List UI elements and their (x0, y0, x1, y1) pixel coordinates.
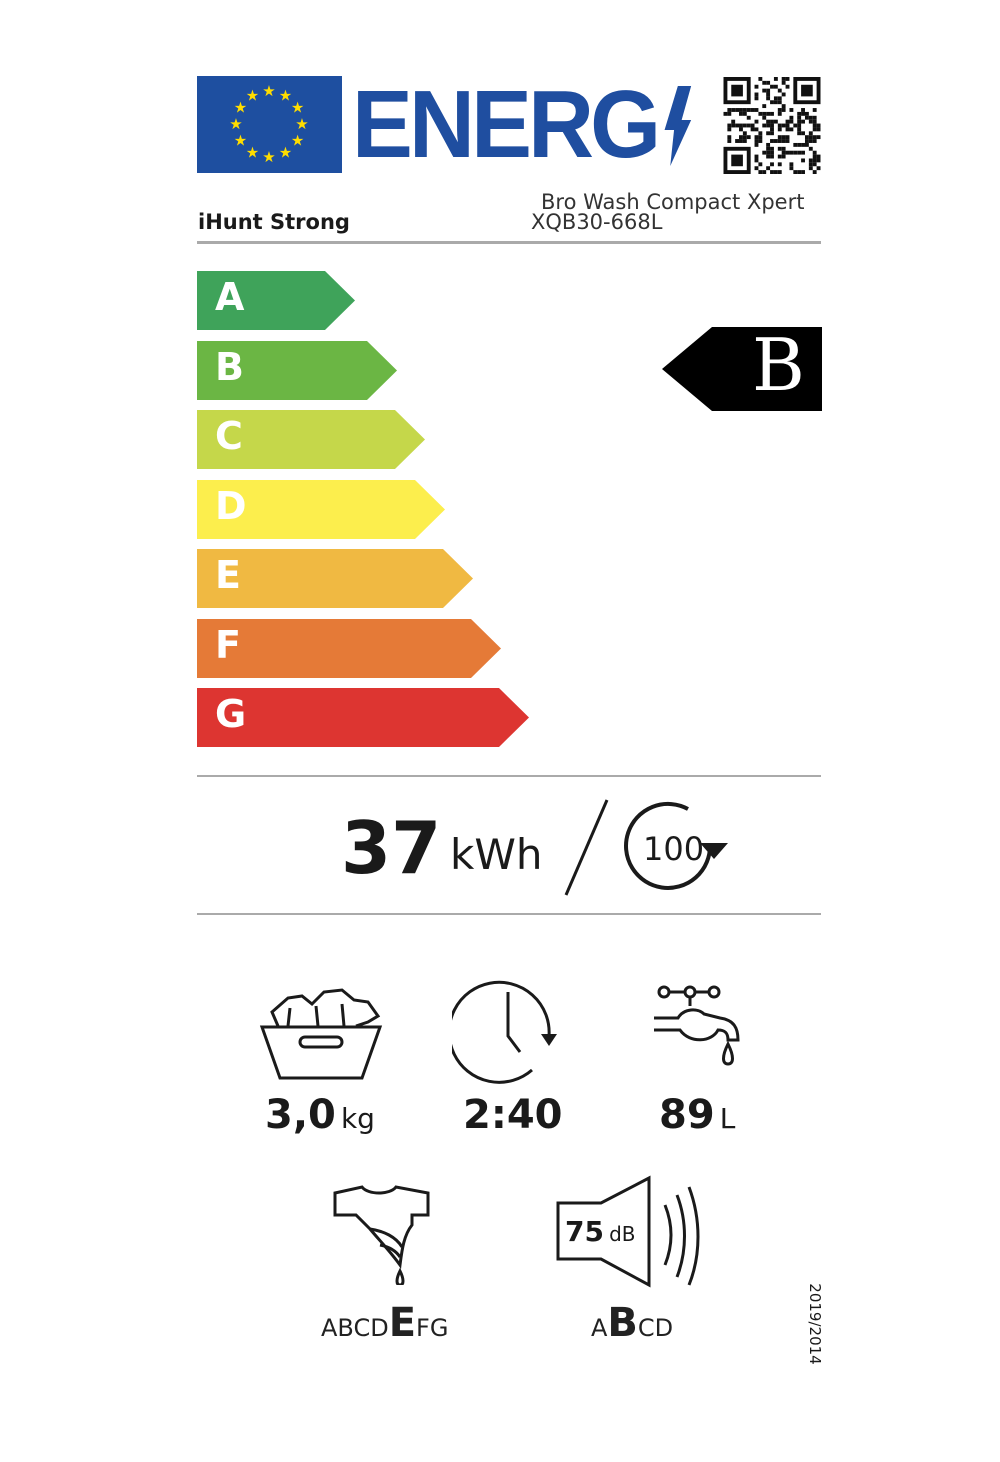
divider (197, 913, 821, 915)
svg-text:★: ★ (262, 82, 275, 100)
class-bar-f: F (197, 618, 501, 678)
capacity-unit: kg (340, 1102, 375, 1135)
noise-class-selected: B (607, 1300, 638, 1346)
eu-flag-logo: ★ ★ ★ ★ ★ ★ ★ ★ ★ ★ ★ ★ (197, 76, 342, 173)
svg-text:★: ★ (279, 86, 292, 104)
clock-duration-icon (452, 980, 557, 1084)
svg-text:★: ★ (279, 144, 292, 162)
lightning-icon (664, 86, 692, 166)
divider (197, 775, 821, 777)
capacity-readout: 3,0 kg (265, 1092, 375, 1138)
spin-drying-shirt-icon (333, 1185, 430, 1285)
svg-text:★: ★ (295, 115, 308, 133)
noise-class-after: CD (637, 1314, 674, 1342)
model-name: Bro Wash Compact Xpert (541, 190, 805, 214)
svg-text:★: ★ (246, 86, 259, 104)
class-bar-b: B (197, 340, 397, 400)
duration-value: 2:40 (463, 1092, 563, 1138)
per-100-cycles-icon (564, 799, 728, 896)
class-bar-c: C (197, 410, 425, 469)
energy-logo: ENERG (352, 72, 693, 177)
svg-text:★: ★ (291, 99, 304, 117)
noise-unit: dB (609, 1222, 636, 1246)
class-bar-d: D (197, 479, 445, 539)
class-letter: G (215, 692, 247, 736)
water-tap-icon (654, 985, 740, 1066)
qr-code (723, 77, 821, 174)
class-bar-e: E (197, 549, 473, 608)
rated-class-letter: B (752, 323, 805, 407)
cycles-value: 100 (643, 830, 705, 868)
speaker-noise-icon (556, 1175, 700, 1288)
svg-text:★: ★ (234, 132, 247, 150)
spin-class-after: FG (416, 1314, 449, 1342)
noise-readout: 75 dB (565, 1215, 635, 1248)
supplier-name: iHunt Strong (198, 210, 350, 234)
noise-class-before: A (591, 1314, 608, 1342)
laundry-basket-icon (259, 988, 383, 1080)
class-letter: D (215, 483, 247, 528)
svg-text:★: ★ (229, 115, 242, 133)
spin-class-before: ABCD (321, 1314, 389, 1342)
spin-class-scale: ABCDEFG (321, 1300, 448, 1346)
energy-consumption-unit: kWh (450, 830, 543, 879)
class-letter: A (215, 275, 245, 319)
eu-stars-icon: ★ ★★★★★★★★★★★ (229, 82, 308, 166)
class-letter: E (215, 553, 241, 597)
svg-text:★: ★ (262, 148, 275, 166)
noise-value: 75 (565, 1215, 604, 1248)
water-readout: 89 L (659, 1092, 735, 1138)
svg-text:★: ★ (291, 132, 304, 150)
spin-class-selected: E (388, 1300, 417, 1346)
class-letter: B (215, 344, 244, 389)
energy-logo-text: ENERG (352, 71, 661, 178)
water-unit: L (719, 1102, 736, 1135)
model-identifier: XQB30-668L (531, 210, 663, 234)
capacity-value: 3,0 (265, 1092, 336, 1138)
energy-consumption-value: 37 (341, 806, 442, 890)
class-letter: C (215, 414, 243, 458)
svg-text:★: ★ (246, 144, 259, 162)
divider (197, 241, 821, 244)
class-letter: F (215, 622, 241, 667)
class-bar-g: G (197, 688, 529, 747)
rated-class-arrow: B (662, 323, 822, 411)
svg-text:★: ★ (234, 99, 247, 117)
class-bar-a: A (197, 271, 355, 330)
water-value: 89 (659, 1092, 715, 1138)
noise-class-scale: ABCD (591, 1300, 673, 1346)
regulation-number: 2019/2014 (806, 1283, 824, 1365)
